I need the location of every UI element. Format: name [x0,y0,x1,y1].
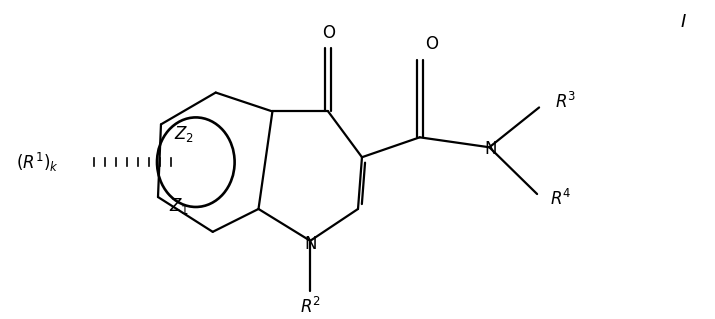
Text: $R^2$: $R^2$ [300,296,321,316]
Text: $(R^1)_k$: $(R^1)_k$ [16,151,59,174]
Text: $R^3$: $R^3$ [555,92,576,112]
Text: N: N [304,235,317,253]
Text: I: I [681,13,686,31]
Text: $Z_2$: $Z_2$ [174,124,194,144]
Text: O: O [425,35,438,53]
Text: $R^4$: $R^4$ [550,189,571,209]
Text: $Z_1$: $Z_1$ [169,196,189,216]
Text: O: O [322,24,335,42]
Text: N: N [484,140,497,158]
